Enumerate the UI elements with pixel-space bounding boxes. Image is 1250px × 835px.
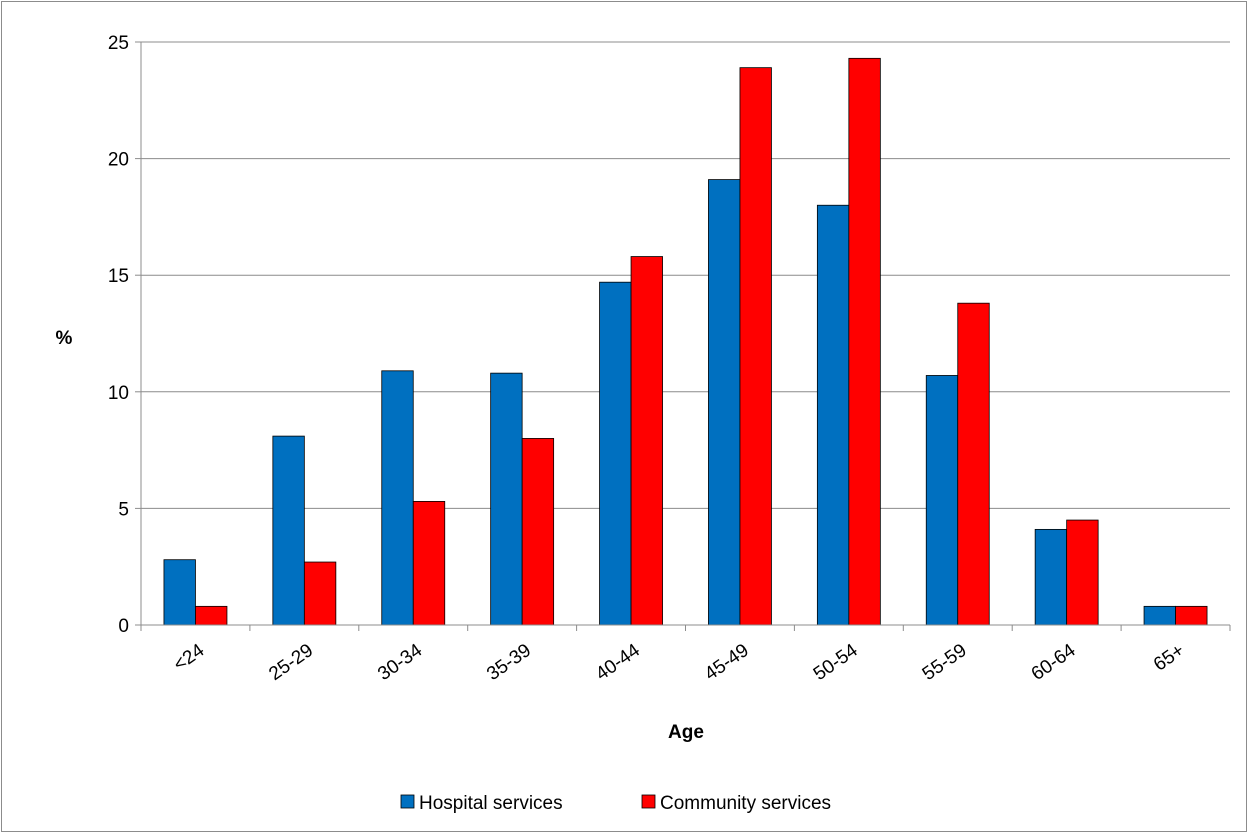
bar-hospital-4 [599,281,632,626]
x-tick-label: 25-29 [265,640,317,685]
gridlines [141,41,1230,509]
bar-community-7 [957,302,990,626]
bar-community-5 [739,67,772,626]
bars [163,57,1208,626]
axes [135,41,1231,631]
bar-community-3 [521,438,555,626]
x-tick-label: 30-34 [374,640,426,685]
y-tick-label: 10 [108,383,129,404]
y-tick-label: 0 [118,616,129,637]
legend-swatch-community [641,794,656,809]
x-tick-labels: <24 25-29 30-34 35-39 40-44 45-49 50-54 55-59 60… [170,640,1189,685]
x-tick-label: 50-54 [810,640,862,685]
bar-hospital-8 [1034,528,1068,626]
x-tick-label: 60-64 [1028,640,1080,685]
bar-community-2 [412,501,446,626]
legend-swatch-hospital [400,794,415,809]
x-tick-label: <24 [170,640,209,676]
x-tick-label: 55-59 [919,640,971,685]
x-tick-label: 40-44 [592,640,644,685]
bar-community-0 [195,605,228,626]
bar-hospital-5 [708,179,741,626]
bar-hospital-1 [272,435,305,626]
y-axis-label: % [56,328,73,349]
bar-community-4 [630,256,663,626]
y-tick-label: 20 [108,150,129,171]
legend-label-hospital: Hospital services [419,793,563,814]
legend-label-community: Community services [660,793,831,814]
y-tick-label: 5 [118,499,129,520]
x-axis-label: Age [668,722,704,743]
bar-community-9 [1175,605,1208,626]
bar-hospital-0 [163,559,196,626]
bar-hospital-9 [1143,605,1176,626]
bar-hospital-3 [490,372,523,626]
x-tick-label: 65+ [1150,640,1188,676]
bar-community-1 [303,561,337,626]
bar-community-6 [848,57,881,626]
y-tick-label: 15 [108,266,129,287]
x-tick-label: 35-39 [483,640,535,685]
y-tick-label: 25 [108,33,129,54]
bar-hospital-6 [816,204,850,626]
bar-hospital-7 [925,375,959,626]
x-tick-label: 45-49 [701,640,753,685]
bar-community-8 [1066,519,1099,626]
bar-hospital-2 [381,370,414,626]
legend: Hospital services Community services [400,793,831,814]
y-tick-labels: 0 5 10 15 20 25 [108,33,129,637]
